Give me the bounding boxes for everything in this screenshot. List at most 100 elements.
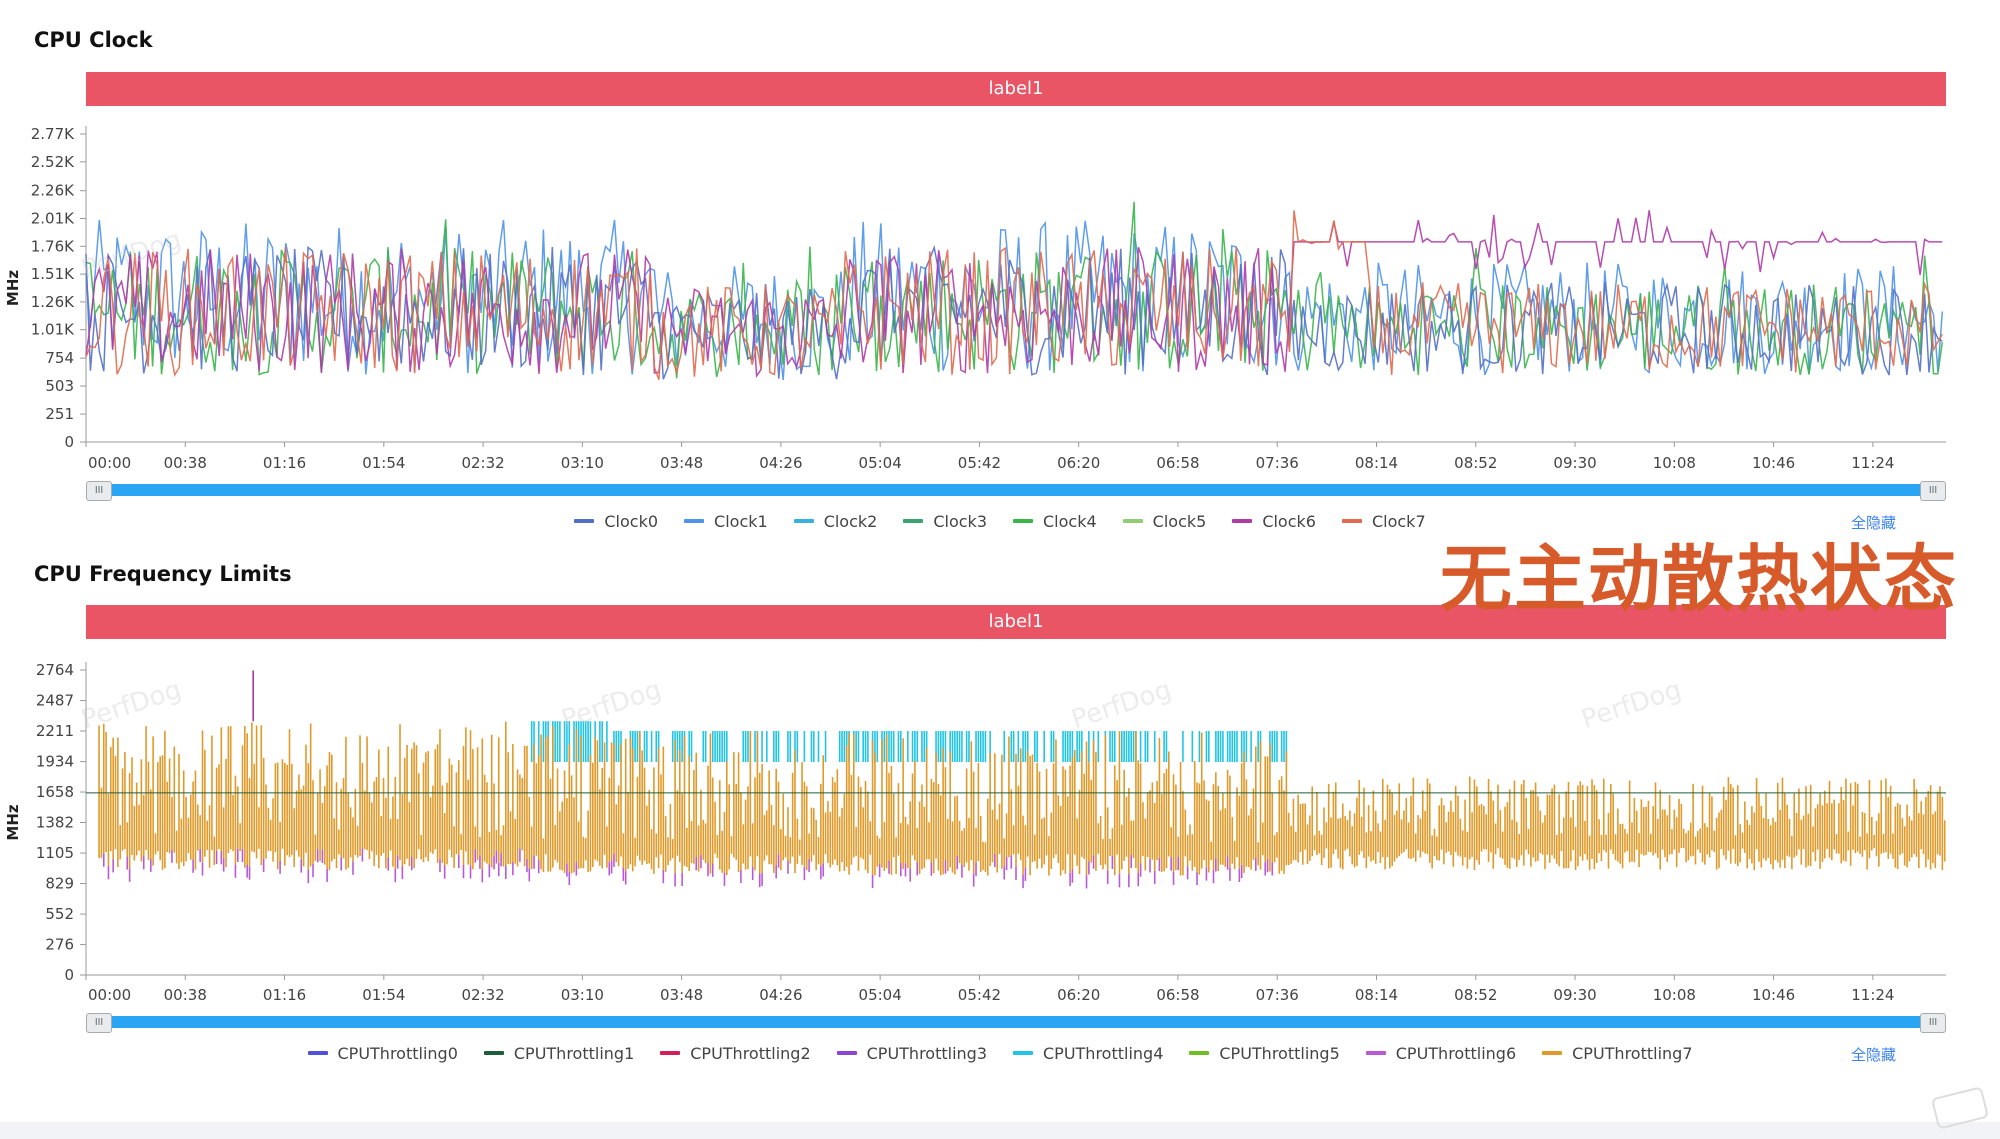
legend-label: Clock5 xyxy=(1152,511,1207,531)
x-tick-label: 10:08 xyxy=(1653,986,1696,1004)
throttling-bars xyxy=(98,721,1946,889)
x-tick-label: 03:10 xyxy=(561,986,604,1004)
chart-title: CPU Clock xyxy=(34,28,153,52)
legend-item-clock2[interactable]: Clock2 xyxy=(793,511,878,531)
legend-swatch xyxy=(684,519,705,523)
y-axis-label: MHz xyxy=(4,270,22,306)
x-tick-label: 00:00 xyxy=(88,986,131,1004)
y-tick-label: 2764 xyxy=(36,661,74,679)
legend-label: CPUThrottling6 xyxy=(1395,1043,1517,1063)
y-tick-label: 2.52K xyxy=(31,153,75,171)
legend-item-cputhrottling7[interactable]: CPUThrottling7 xyxy=(1542,1043,1693,1063)
x-tick-label: 10:46 xyxy=(1752,986,1795,1004)
x-tick-label: 00:38 xyxy=(164,986,207,1004)
legend-item-clock7[interactable]: Clock7 xyxy=(1341,512,1426,531)
y-tick-label: 503 xyxy=(45,377,74,395)
legend: CPUThrottling0 CPUThrottling1 CPUThrottlin… xyxy=(0,1041,2000,1065)
legend-label: Clock3 xyxy=(933,511,987,531)
legend-label: CPUThrottling7 xyxy=(1572,1043,1693,1063)
legend-swatch xyxy=(574,519,595,523)
slider-handle-right[interactable]: III xyxy=(1920,481,1946,501)
slider-handle-left[interactable]: III xyxy=(86,481,112,501)
time-range-slider[interactable]: III III xyxy=(86,1013,1946,1033)
y-tick-label: 552 xyxy=(45,905,74,923)
cpu-frequency-limits-panel: CPU Frequency Limits label1 2764 2487 2211… xyxy=(0,562,2000,1065)
legend-item-cputhrottling6[interactable]: CPUThrottling6 xyxy=(1365,1043,1517,1063)
legend-swatch xyxy=(307,1051,328,1055)
x-tick-label: 01:54 xyxy=(362,454,405,470)
hide-all-button[interactable]: 全隐藏 xyxy=(1850,1046,1896,1064)
x-tick-label: 05:42 xyxy=(958,986,1001,1004)
x-tick-label: 03:48 xyxy=(660,986,703,1004)
legend-item-clock4[interactable]: Clock4 xyxy=(1013,512,1097,531)
y-tick-label: 1.01K xyxy=(31,321,75,339)
x-tick-label: 08:14 xyxy=(1355,986,1398,1004)
y-tick-label: 1.51K xyxy=(31,265,75,283)
legend-item-clock0[interactable]: Clock0 xyxy=(574,512,658,531)
legend-swatch xyxy=(1341,519,1362,523)
x-tick-label: 11:24 xyxy=(1851,986,1894,1004)
series-line-clock0 xyxy=(85,244,1943,380)
legend-swatch xyxy=(1232,519,1253,523)
x-tick-label: 07:36 xyxy=(1256,454,1299,470)
slider-handle-left[interactable]: III xyxy=(86,1013,112,1033)
time-range-slider[interactable]: III III xyxy=(86,481,1946,501)
y-tick-label: 754 xyxy=(45,349,74,367)
y-tick-label: 829 xyxy=(45,875,74,893)
slider-track[interactable] xyxy=(96,484,1936,496)
y-tick-label: 2.26K xyxy=(31,182,75,200)
x-tick-label: 02:32 xyxy=(461,454,504,470)
slider-handle-right[interactable]: III xyxy=(1920,1013,1946,1033)
label-band: label1 xyxy=(86,72,1946,106)
y-tick-label: 276 xyxy=(45,936,74,954)
hide-all-button[interactable]: 全隐藏 xyxy=(1850,514,1896,532)
legend: Clock0 Clock1 Clock2 Clock3 Clock4 Clock5 Cloc… xyxy=(0,509,2000,533)
legend-item-clock3[interactable]: Clock3 xyxy=(903,512,987,531)
x-tick-label: 05:04 xyxy=(859,986,902,1004)
legend-swatch xyxy=(836,1051,857,1055)
x-tick-label: 06:20 xyxy=(1057,454,1100,470)
x-tick-label: 01:16 xyxy=(263,454,306,470)
legend-item-cputhrottling2[interactable]: CPUThrottling2 xyxy=(660,1044,811,1063)
y-tick-label: 1.76K xyxy=(31,237,75,255)
legend-swatch xyxy=(660,1051,681,1055)
x-tick-label: 05:42 xyxy=(958,454,1001,470)
legend-swatch xyxy=(793,519,814,523)
x-tick-label: 07:36 xyxy=(1256,986,1299,1004)
legend-label: Clock2 xyxy=(823,511,878,531)
cpu-frequency-limits-chart: 2764 2487 2211 1934 1658 1382 1105 829 552 276 0 MH… xyxy=(4,661,1946,1004)
cpu-clock-chart: 2.77K 2.52K 2.26K 2.01K 1.76K 1.51K 1.26K 1.01K… xyxy=(4,125,1946,470)
legend-item-cputhrottling5[interactable]: CPUThrottling5 xyxy=(1189,1043,1340,1063)
legend-item-cputhrottling3[interactable]: CPUThrottling3 xyxy=(836,1044,987,1063)
legend-item-cputhrottling1[interactable]: CPUThrottling1 xyxy=(483,1044,634,1063)
legend-item-clock1[interactable]: Clock1 xyxy=(684,512,768,531)
y-tick-label: 1105 xyxy=(36,844,74,862)
x-tick-label: 08:52 xyxy=(1454,454,1497,470)
x-tick-label: 01:54 xyxy=(362,986,405,1004)
legend-item-clock5[interactable]: Clock5 xyxy=(1122,511,1207,531)
x-tick-label: 00:38 xyxy=(164,454,207,470)
legend-label: Clock0 xyxy=(604,511,659,531)
legend-item-clock6[interactable]: Clock6 xyxy=(1232,512,1316,531)
legend-swatch xyxy=(1542,1051,1563,1055)
legend-item-cputhrottling4[interactable]: CPUThrottling4 xyxy=(1013,1044,1163,1063)
y-tick-label: 1934 xyxy=(36,753,74,771)
series-line-clock7 xyxy=(85,210,1943,380)
x-tick-label: 06:58 xyxy=(1156,986,1199,1004)
x-tick-label: 01:16 xyxy=(263,986,306,1004)
y-tick-label: 2.77K xyxy=(31,125,75,143)
slider-track[interactable] xyxy=(96,1016,1936,1028)
legend-label: CPUThrottling5 xyxy=(1219,1043,1340,1063)
x-tick-label: 08:14 xyxy=(1355,454,1398,470)
x-tick-label: 00:00 xyxy=(88,454,131,470)
x-tick-label: 06:20 xyxy=(1057,986,1100,1004)
bottom-strip xyxy=(0,1122,2000,1139)
y-tick-label: 2487 xyxy=(36,692,74,710)
legend-item-cputhrottling0[interactable]: CPUThrottling0 xyxy=(307,1044,458,1063)
label-band: label1 xyxy=(86,605,1946,639)
x-tick-label: 11:24 xyxy=(1851,454,1894,470)
legend-swatch xyxy=(1122,519,1143,523)
x-tick-label: 10:08 xyxy=(1653,454,1696,470)
annotation-overlay: 无主动散热状态 xyxy=(1440,537,1959,621)
y-tick-label: 0 xyxy=(64,966,74,984)
